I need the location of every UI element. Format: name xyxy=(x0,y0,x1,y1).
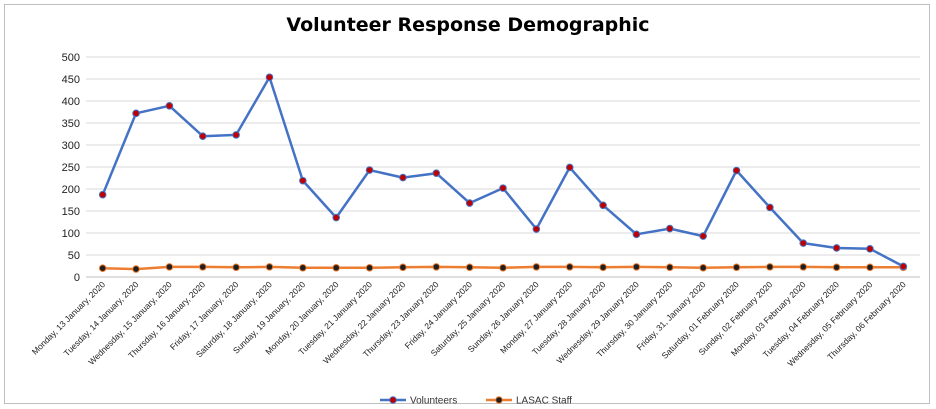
data-point xyxy=(732,166,741,175)
data-point xyxy=(165,102,174,110)
data-point xyxy=(365,263,374,272)
y-tick-label: 250 xyxy=(62,162,80,174)
y-tick-label: 450 xyxy=(62,74,80,86)
y-tick-label: 100 xyxy=(62,228,80,240)
data-point xyxy=(399,263,407,272)
data-point xyxy=(565,163,574,172)
y-tick-label: 300 xyxy=(62,140,80,152)
data-point xyxy=(132,109,140,118)
data-point xyxy=(299,176,307,185)
y-tick-label: 500 xyxy=(62,52,80,64)
data-point xyxy=(198,132,207,140)
data-point xyxy=(132,265,140,273)
data-point xyxy=(699,263,707,272)
data-point xyxy=(732,263,741,272)
data-point xyxy=(98,190,107,199)
series-lines xyxy=(98,73,908,273)
data-point xyxy=(866,245,874,253)
legend: Volunteers LASAC Staff xyxy=(380,396,572,407)
data-point xyxy=(265,73,274,82)
legend-marker xyxy=(495,396,503,404)
data-point xyxy=(666,224,674,233)
data-point xyxy=(532,263,541,271)
data-point xyxy=(599,263,607,272)
data-point xyxy=(499,184,507,192)
y-tick-label: 0 xyxy=(74,272,80,284)
legend-label: LASAC Staff xyxy=(516,396,572,407)
legend-label: Volunteers xyxy=(410,396,457,407)
y-tick-label: 200 xyxy=(62,184,80,196)
data-point xyxy=(365,166,374,174)
data-point xyxy=(632,263,641,271)
data-point xyxy=(299,263,307,272)
data-point xyxy=(399,173,407,182)
data-point xyxy=(799,263,808,271)
y-tick-label: 50 xyxy=(68,250,80,262)
data-point xyxy=(532,225,541,233)
data-point xyxy=(565,263,574,271)
data-point xyxy=(632,230,641,239)
data-point xyxy=(98,264,107,273)
data-point xyxy=(265,263,274,271)
data-point xyxy=(832,244,841,252)
data-point xyxy=(766,203,774,212)
data-point xyxy=(432,263,441,271)
data-point xyxy=(699,232,707,240)
data-point xyxy=(666,263,674,272)
data-point xyxy=(332,263,341,272)
data-point xyxy=(198,263,207,271)
gridlines xyxy=(86,56,920,278)
data-point xyxy=(465,263,474,272)
data-point xyxy=(165,263,174,271)
legend-marker xyxy=(389,396,397,404)
y-axis-labels: 0 50 100 150 200 250 300 350 400 450 500 xyxy=(62,52,80,284)
data-point xyxy=(332,213,341,222)
data-point xyxy=(499,263,507,272)
data-point xyxy=(432,169,441,177)
chart-title: Volunteer Response Demographic xyxy=(286,14,650,36)
data-point xyxy=(899,262,908,271)
y-tick-label: 400 xyxy=(62,96,80,108)
data-point xyxy=(599,201,607,210)
data-point xyxy=(766,263,774,271)
data-point xyxy=(799,239,808,247)
y-tick-label: 350 xyxy=(62,118,80,130)
data-point xyxy=(866,263,874,272)
data-point xyxy=(232,263,240,272)
data-point xyxy=(465,199,474,207)
series-line xyxy=(101,75,904,268)
data-point xyxy=(832,263,841,272)
y-tick-label: 150 xyxy=(62,206,80,218)
data-point xyxy=(232,131,240,139)
